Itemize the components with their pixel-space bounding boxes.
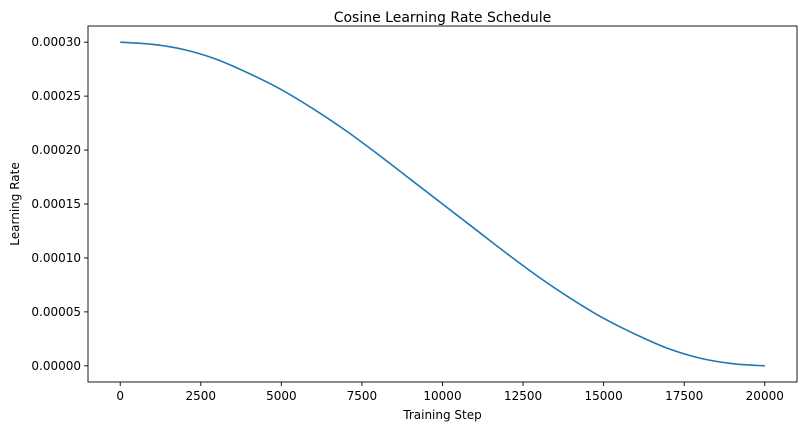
x-axis-label: Training Step bbox=[402, 408, 482, 422]
chart-title: Cosine Learning Rate Schedule bbox=[334, 10, 552, 26]
x-tick-label: 10000 bbox=[423, 389, 461, 403]
series-line-0 bbox=[120, 41, 765, 367]
x-tick-label: 2500 bbox=[186, 389, 217, 403]
y-tick-label: 0.00010 bbox=[31, 251, 81, 265]
x-tick-label: 7500 bbox=[347, 389, 378, 403]
plot-layer bbox=[120, 41, 765, 367]
y-axis-ticks: 0.00000 0.00005 0.00010 0.00015 0.00020 0.000… bbox=[31, 35, 88, 373]
x-axis-ticks: 0 2500 5000 7500 10000 12500 15000 17500 20000 bbox=[116, 382, 784, 403]
x-tick-label: 15000 bbox=[585, 389, 623, 403]
y-tick-label: 0.00005 bbox=[31, 305, 81, 319]
y-axis-label: Learning Rate bbox=[8, 162, 22, 245]
y-tick-label: 0.00020 bbox=[31, 143, 81, 157]
y-tick-label: 0.00025 bbox=[31, 89, 81, 103]
x-tick-label: 5000 bbox=[266, 389, 297, 403]
x-tick-label: 20000 bbox=[746, 389, 784, 403]
x-tick-label: 17500 bbox=[665, 389, 703, 403]
x-tick-label: 12500 bbox=[504, 389, 542, 403]
y-tick-label: 0.00000 bbox=[31, 359, 81, 373]
y-tick-label: 0.00015 bbox=[31, 197, 81, 211]
x-tick-label: 0 bbox=[116, 389, 124, 403]
y-tick-label: 0.00030 bbox=[31, 35, 81, 49]
